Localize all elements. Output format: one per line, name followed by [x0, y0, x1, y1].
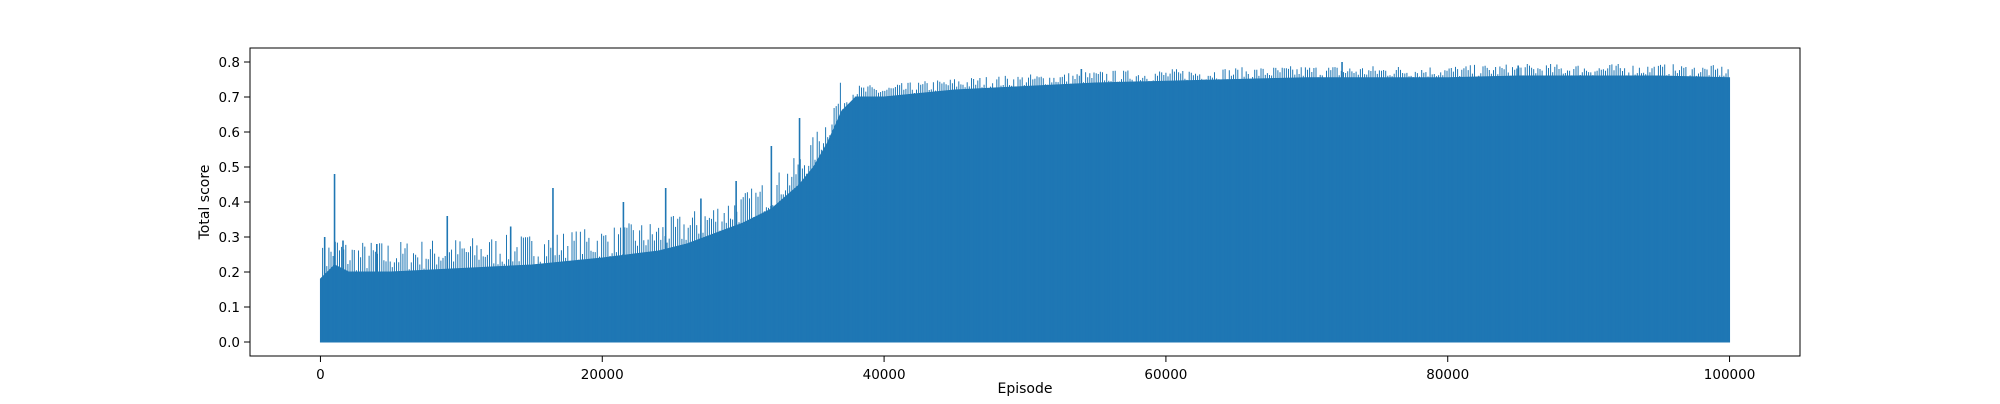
y-tick-label: 0.7 — [219, 90, 240, 106]
x-tick: 0 — [316, 356, 325, 383]
y-tick: 0.0 — [219, 335, 250, 351]
y-tick: 0.8 — [219, 55, 250, 71]
x-tick-label: 60000 — [1144, 367, 1187, 383]
x-tick-label: 80000 — [1426, 367, 1469, 383]
y-tick: 0.3 — [219, 230, 250, 246]
y-tick: 0.7 — [219, 90, 250, 106]
y-tick-label: 0.8 — [219, 55, 240, 71]
x-tick-label: 20000 — [581, 367, 624, 383]
y-tick-label: 0.6 — [219, 125, 240, 141]
y-tick-label: 0.1 — [219, 300, 240, 316]
x-tick-label: 0 — [316, 367, 325, 383]
x-tick-label: 40000 — [863, 367, 906, 383]
y-tick: 0.4 — [219, 195, 250, 211]
x-tick: 80000 — [1426, 356, 1469, 383]
y-tick-label: 0.2 — [219, 265, 240, 281]
x-tick-label: 100000 — [1704, 367, 1756, 383]
x-tick: 100000 — [1704, 356, 1756, 383]
y-tick-label: 0.5 — [219, 160, 240, 176]
y-tick: 0.5 — [219, 160, 250, 176]
y-tick-label: 0.0 — [219, 335, 240, 351]
x-axis: 0 20000 40000 60000 80000 100000 — [316, 356, 1755, 383]
series-noise — [320, 64, 1729, 342]
y-axis: 0.0 0.1 0.2 0.3 0.4 0.5 0.6 0.7 0.8 — [219, 55, 250, 351]
x-tick: 40000 — [863, 356, 906, 383]
x-tick: 60000 — [1144, 356, 1187, 383]
x-tick: 20000 — [581, 356, 624, 383]
y-tick: 0.6 — [219, 125, 250, 141]
y-tick-label: 0.4 — [219, 195, 240, 211]
y-axis-label: Total score — [197, 165, 213, 241]
y-tick: 0.2 — [219, 265, 250, 281]
x-axis-label: Episode — [998, 381, 1053, 397]
y-tick-label: 0.3 — [219, 230, 240, 246]
series-layer — [319, 62, 1731, 343]
y-tick: 0.1 — [219, 300, 250, 316]
